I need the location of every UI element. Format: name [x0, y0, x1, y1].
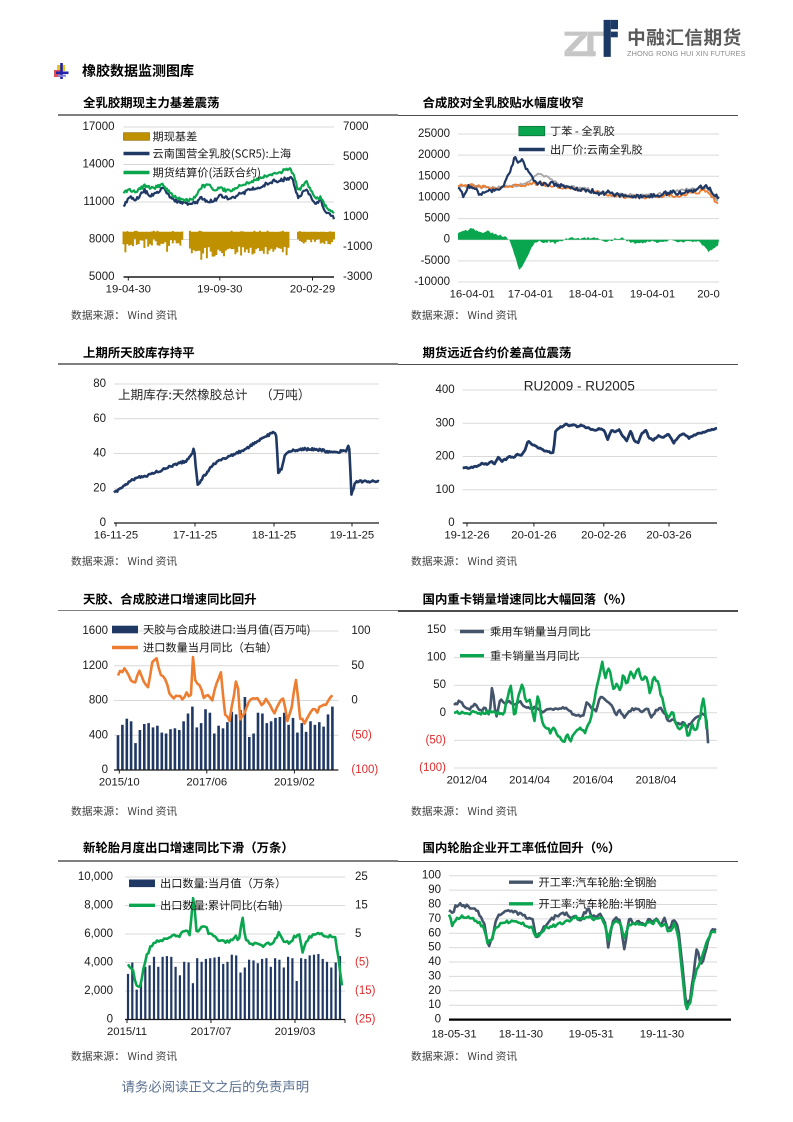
svg-text:0: 0	[100, 517, 106, 529]
svg-text:19-09-30: 19-09-30	[197, 284, 242, 296]
svg-text:-3000: -3000	[343, 271, 372, 283]
svg-text:200: 200	[436, 451, 455, 463]
svg-text:60: 60	[93, 413, 106, 425]
svg-text:2019/02: 2019/02	[274, 777, 315, 789]
svg-text:-1000: -1000	[343, 241, 372, 253]
svg-text:-5000: -5000	[421, 255, 450, 267]
svg-text:2015/10: 2015/10	[99, 777, 140, 789]
svg-text:30: 30	[428, 970, 441, 982]
svg-text:5000: 5000	[343, 151, 369, 163]
svg-text:19-11-30: 19-11-30	[640, 1029, 684, 1041]
svg-text:(5): (5)	[355, 957, 369, 969]
svg-text:RU2009 - RU2005: RU2009 - RU2005	[524, 379, 635, 394]
svg-text:18-04-01: 18-04-01	[569, 289, 614, 301]
svg-text:1000: 1000	[343, 211, 369, 223]
svg-text:50: 50	[428, 942, 441, 954]
svg-text:17000: 17000	[83, 121, 115, 133]
svg-text:(25): (25)	[355, 1014, 376, 1026]
svg-text:2,000: 2,000	[84, 985, 113, 997]
svg-text:16-11-25: 16-11-25	[94, 530, 138, 542]
svg-text:1200: 1200	[82, 660, 108, 672]
svg-text:0: 0	[448, 517, 454, 529]
svg-text:0: 0	[351, 695, 357, 707]
svg-text:11000: 11000	[83, 196, 114, 208]
svg-text:10000: 10000	[418, 191, 450, 203]
svg-text:20-02-26: 20-02-26	[581, 530, 626, 542]
svg-text:2012/04: 2012/04	[447, 775, 488, 787]
svg-text:(100): (100)	[351, 764, 378, 776]
svg-text:100: 100	[427, 652, 446, 664]
svg-text:15000: 15000	[418, 170, 450, 182]
svg-text:300: 300	[436, 417, 455, 429]
svg-text:20000: 20000	[418, 149, 450, 161]
svg-text:0: 0	[107, 1014, 113, 1026]
svg-text:8000: 8000	[89, 234, 115, 246]
svg-text:18-05-31: 18-05-31	[431, 1029, 476, 1041]
svg-text:(50): (50)	[351, 729, 372, 741]
svg-text:(100): (100)	[419, 762, 446, 774]
svg-text:100: 100	[436, 484, 455, 496]
svg-text:20: 20	[93, 482, 106, 494]
svg-text:2017/06: 2017/06	[186, 777, 227, 789]
svg-text:60: 60	[428, 927, 441, 939]
svg-text:0: 0	[102, 764, 108, 776]
svg-text:19-04-01: 19-04-01	[630, 289, 675, 301]
svg-text:18-11-25: 18-11-25	[252, 530, 296, 542]
svg-text:20-0: 20-0	[697, 289, 720, 301]
svg-text:17-04-01: 17-04-01	[508, 289, 553, 301]
svg-text:5000: 5000	[424, 213, 450, 225]
svg-text:19-11-25: 19-11-25	[330, 530, 374, 542]
svg-text:90: 90	[428, 884, 441, 896]
svg-text:2016/04: 2016/04	[573, 775, 614, 787]
svg-text:1600: 1600	[82, 625, 108, 637]
svg-text:2014/04: 2014/04	[509, 775, 550, 787]
svg-text:150: 150	[427, 624, 446, 636]
svg-text:800: 800	[89, 695, 108, 707]
svg-text:17-11-25: 17-11-25	[173, 530, 217, 542]
svg-text:25000: 25000	[418, 128, 450, 140]
svg-text:70: 70	[428, 913, 441, 925]
svg-text:0: 0	[440, 707, 446, 719]
svg-text:20-02-29: 20-02-29	[290, 284, 335, 296]
svg-text:(15): (15)	[355, 985, 376, 997]
svg-text:400: 400	[89, 729, 108, 741]
svg-text:10: 10	[428, 999, 441, 1011]
svg-text:0: 0	[444, 234, 450, 246]
svg-text:400: 400	[436, 384, 455, 396]
svg-text:5000: 5000	[89, 271, 115, 283]
svg-text:20-01-26: 20-01-26	[511, 530, 556, 542]
svg-text:19-12-26: 19-12-26	[444, 530, 489, 542]
svg-text:100: 100	[351, 625, 370, 637]
svg-text:50: 50	[433, 679, 446, 691]
svg-text:6,000: 6,000	[84, 928, 113, 940]
svg-text:14000: 14000	[83, 159, 115, 171]
svg-text:18-11-30: 18-11-30	[499, 1029, 543, 1041]
svg-text:0: 0	[435, 1014, 441, 1026]
svg-text:50: 50	[351, 660, 364, 672]
svg-text:19-04-30: 19-04-30	[106, 284, 151, 296]
svg-text:10,000: 10,000	[78, 871, 113, 883]
svg-text:8,000: 8,000	[84, 900, 113, 912]
svg-text:(50): (50)	[426, 734, 447, 746]
svg-text:15: 15	[355, 900, 368, 912]
svg-text:20-03-26: 20-03-26	[646, 530, 691, 542]
svg-text:5: 5	[355, 928, 361, 940]
svg-text:2015/11: 2015/11	[107, 1026, 147, 1038]
svg-text:2018/04: 2018/04	[636, 775, 677, 787]
svg-text:80: 80	[93, 378, 106, 390]
svg-text:16-04-01: 16-04-01	[450, 289, 495, 301]
svg-text:19-05-31: 19-05-31	[569, 1029, 614, 1041]
svg-text:4,000: 4,000	[84, 957, 113, 969]
svg-text:20: 20	[428, 985, 441, 997]
svg-text:40: 40	[93, 448, 106, 460]
svg-text:100: 100	[422, 870, 441, 882]
svg-text:2019/03: 2019/03	[275, 1026, 316, 1038]
svg-text:-10000: -10000	[414, 276, 450, 288]
svg-text:3000: 3000	[343, 181, 369, 193]
svg-text:25: 25	[355, 871, 368, 883]
svg-text:7000: 7000	[343, 121, 369, 133]
svg-text:80: 80	[428, 898, 441, 910]
svg-text:2017/07: 2017/07	[191, 1026, 232, 1038]
svg-text:40: 40	[428, 956, 441, 968]
